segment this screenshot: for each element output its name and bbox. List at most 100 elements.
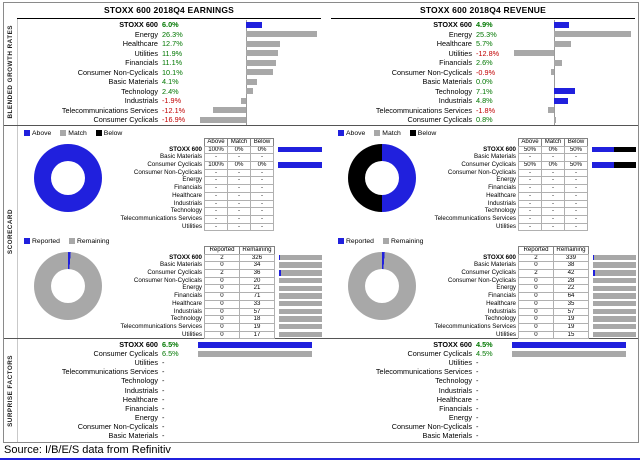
- row-bar: [278, 146, 322, 154]
- growth-value: -1.9%: [162, 96, 182, 106]
- amb-donut-earnings: [34, 144, 102, 212]
- bar-segment-remaining: [279, 316, 322, 322]
- match-legend-swatch: [374, 130, 381, 136]
- bar-segment-remaining: [280, 254, 322, 261]
- growth-row: Basic Materials 0.0%: [332, 77, 636, 87]
- growth-bar-track: [198, 77, 322, 87]
- growth-value: -12.1%: [162, 105, 186, 115]
- sector-label: Healthcare: [436, 394, 472, 404]
- sector-label: STOXX 600: [119, 20, 158, 30]
- row-label: Technology: [484, 315, 516, 323]
- section-label-scorecard: SCORECARD: [7, 209, 14, 255]
- growth-value: 2.4%: [162, 86, 179, 96]
- row-label: Consumer Cyclicals: [147, 269, 202, 277]
- sector-label: Telecommunications Services: [375, 367, 472, 377]
- growth-row: Consumer Non-Cyclicals 10.1%: [18, 67, 322, 77]
- surprise-row: Technology -: [332, 376, 636, 385]
- sector-label: Technology: [435, 376, 472, 386]
- surprise-value: -: [476, 367, 479, 377]
- growth-bar-track: [512, 39, 636, 49]
- revenue-scorecard: Above Match Below Above Match Below STOXX 600 5…: [332, 126, 636, 340]
- surprise-bar-track: [198, 349, 322, 358]
- row-bar: [593, 277, 636, 285]
- legend-label: Above: [32, 129, 52, 137]
- corner-cell: [432, 138, 519, 146]
- growth-bar: [553, 88, 576, 95]
- row-label: STOXX 600: [483, 253, 516, 261]
- rr-body: Reported Remaining STOXX 600 2 326 Basic Mate…: [18, 246, 322, 340]
- bar-segment-remaining: [279, 262, 322, 268]
- above-match-below-block-revenue: Above Match Below Above Match Below STOXX 600 5…: [332, 126, 636, 234]
- growth-bar-track: [512, 48, 636, 58]
- surprise-bar-track: [512, 340, 636, 349]
- sector-label: Energy: [448, 412, 472, 422]
- row-label: Energy: [182, 284, 202, 292]
- surprise-value: 4.5%: [476, 349, 493, 359]
- rr-row: Energy 0 22: [432, 284, 636, 294]
- bar-segment-remaining: [281, 270, 322, 276]
- earnings-title: STOXX 600 2018Q4 EARNINGS: [17, 3, 321, 19]
- amb-row: Technology - - -: [432, 207, 636, 216]
- growth-row: Financials 11.1%: [18, 58, 322, 68]
- sector-label: Utilities: [448, 358, 472, 368]
- row-bar: [279, 292, 322, 300]
- surprise-bar: [198, 341, 313, 348]
- growth-row: Technology 7.1%: [332, 86, 636, 96]
- earnings-surprise-chart: STOXX 600 6.5% Consumer Cyclicals 6.5% Utili…: [18, 339, 322, 442]
- corner-cell: [432, 246, 519, 254]
- growth-bar: [246, 40, 281, 47]
- row-label: Consumer Cyclicals: [147, 161, 202, 169]
- amb-table-earnings: Above Match Below STOXX 600 100% 0% 0% Basic Ma…: [118, 138, 322, 232]
- growth-bar: [550, 69, 554, 76]
- growth-row: Technology 2.4%: [18, 86, 322, 96]
- row-label: Consumer Cyclicals: [461, 269, 516, 277]
- surprise-row: STOXX 600 6.5%: [18, 340, 322, 349]
- growth-bar: [200, 116, 247, 123]
- bar-segment-remaining: [279, 293, 322, 299]
- below-legend-swatch: [95, 130, 102, 136]
- surprise-value: -: [162, 412, 165, 422]
- growth-value: 4.9%: [476, 20, 493, 30]
- bar-segment-remaining: [594, 270, 636, 276]
- surprise-row: Basic Materials -: [18, 431, 322, 440]
- sector-label: Healthcare: [122, 394, 158, 404]
- row-label: Technology: [170, 315, 202, 323]
- zero-axis: [553, 77, 555, 87]
- growth-bar: [553, 40, 572, 47]
- row-label: Energy: [496, 284, 516, 292]
- legend-label: Match: [382, 129, 401, 137]
- titles-row: STOXX 600 2018Q4 EARNINGS STOXX 600 2018…: [4, 3, 638, 19]
- row-bar: [593, 254, 636, 262]
- surprise-row: Industrials -: [18, 385, 322, 395]
- growth-value: 10.1%: [162, 67, 183, 77]
- surprise-row: Utilities -: [18, 358, 322, 367]
- row-bar: [592, 200, 636, 208]
- growth-bar-track: [198, 29, 322, 39]
- bar-column-spacer: [279, 246, 322, 254]
- sector-label: Basic Materials: [108, 430, 158, 440]
- surprise-value: -: [162, 403, 165, 413]
- amb-row: STOXX 600 50% 0% 50%: [432, 145, 636, 155]
- bar-segment-reported: [593, 254, 595, 261]
- row-label: Financials: [174, 184, 202, 192]
- row-label: Basic Materials: [160, 153, 202, 161]
- surprise-row: Financials -: [18, 404, 322, 413]
- row-label: Technology: [484, 207, 516, 215]
- legend-item: Above: [338, 130, 365, 137]
- legend-label: Below: [103, 129, 123, 137]
- growth-bar: [553, 59, 562, 66]
- bar-segment-reported: [279, 270, 282, 276]
- bar-segment-remaining: [279, 285, 322, 292]
- amb-row: Healthcare - - -: [118, 191, 322, 201]
- growth-value: 11.9%: [162, 48, 183, 58]
- rr-row: Financials 0 71: [118, 292, 322, 301]
- surprise-value: -: [476, 421, 479, 431]
- surprise-bar-track: [198, 376, 322, 385]
- rr-donut-wrap: [18, 246, 118, 338]
- amb-table-revenue: Above Match Below STOXX 600 50% 0% 50% Basic Ma…: [432, 138, 636, 232]
- growth-row: Energy 25.3%: [332, 29, 636, 39]
- row-bar: [278, 161, 322, 169]
- sector-label: Energy: [448, 29, 472, 39]
- row-bar: [279, 331, 322, 339]
- surprise-bar-track: [512, 349, 636, 358]
